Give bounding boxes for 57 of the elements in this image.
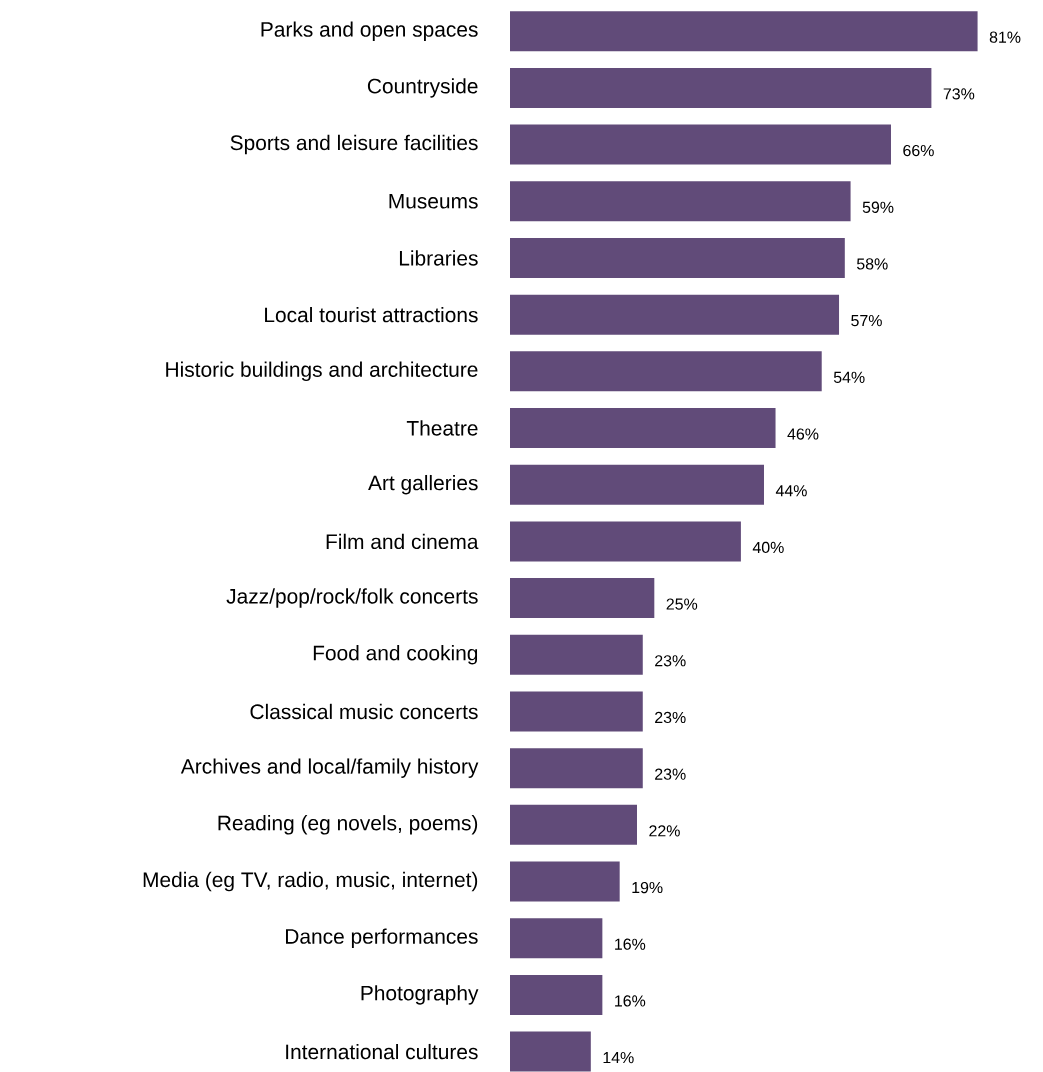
bar (510, 691, 643, 732)
y-tick-label: Photography (361, 985, 479, 1005)
y-tick-label: Classical music concerts (250, 703, 478, 720)
data-label: 66% (903, 144, 934, 157)
bar (510, 294, 840, 335)
data-label: 58% (856, 258, 888, 270)
bar (510, 974, 603, 1015)
data-label: 44% (775, 485, 807, 497)
data-label: 14% (603, 1052, 634, 1064)
bar (510, 804, 637, 845)
data-label: 22% (649, 825, 680, 837)
y-tick-label: Libraries (399, 250, 478, 266)
bar (510, 124, 891, 165)
y-tick-label: Art galleries (368, 474, 478, 495)
data-label: 57% (851, 315, 882, 327)
data-label: 59% (862, 201, 894, 213)
bar (510, 1031, 591, 1072)
bar (510, 578, 655, 619)
data-label: 16% (615, 938, 646, 950)
bar (510, 521, 741, 562)
y-tick-label: Parks and open spaces (261, 21, 478, 41)
data-label: 25% (666, 598, 698, 610)
y-tick-label: Food and cooking (313, 645, 478, 665)
bar (510, 351, 822, 392)
y-tick-label: Historic buildings and architecture (166, 361, 478, 382)
data-label: 54% (833, 371, 865, 383)
y-tick-label: Local tourist attractions (265, 306, 478, 323)
bar (510, 861, 620, 902)
bar (510, 237, 845, 278)
y-tick-label: Museums (389, 193, 478, 209)
data-label: 23% (655, 711, 686, 724)
y-tick-label: Jazz/pop/rock/folk concerts (226, 588, 478, 608)
data-label: 19% (632, 881, 663, 894)
data-label: 40% (752, 541, 784, 554)
data-label: 16% (615, 995, 646, 1007)
y-tick-label: Film and cinema (326, 533, 479, 550)
y-tick-label: Sports and leisure facilities (230, 134, 478, 155)
bar (510, 464, 764, 505)
y-tick-label: Reading (eg novels, poems) (218, 815, 478, 835)
y-tick-label: Dance performances (286, 928, 478, 948)
data-label: 73% (943, 88, 975, 100)
bar (510, 408, 776, 449)
data-label: 46% (787, 428, 819, 440)
bar (510, 918, 603, 959)
y-tick-label: Countryside (367, 78, 478, 98)
data-label: 23% (655, 768, 686, 780)
data-label: 23% (655, 655, 686, 667)
bar (510, 634, 643, 675)
bar (510, 11, 978, 52)
data-label: 81% (989, 31, 1021, 43)
y-tick-label: Media (eg TV, radio, music, internet) (143, 871, 478, 892)
bar (510, 748, 643, 789)
y-tick-label: Archives and local/family history (180, 758, 479, 778)
bar (510, 67, 932, 108)
y-tick-label: Theatre (406, 420, 478, 436)
y-tick-label: International cultures (286, 1043, 478, 1060)
bar (510, 181, 851, 222)
